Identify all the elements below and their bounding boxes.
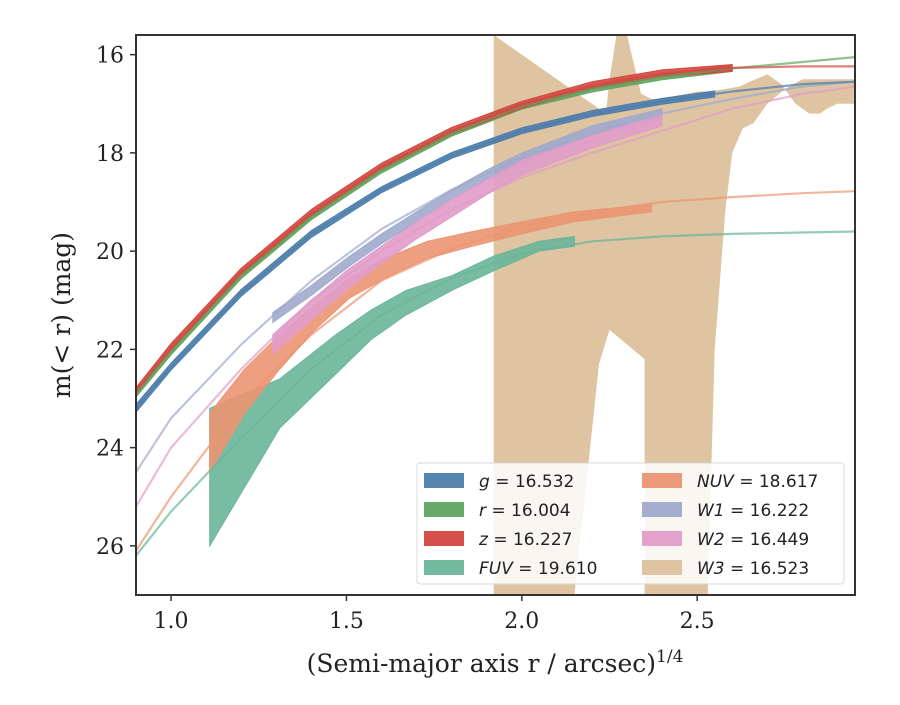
legend-swatch-g — [424, 473, 464, 488]
legend-variable-g: g — [479, 472, 490, 492]
legend-value-z: = 16.227 — [488, 530, 573, 550]
legend-label-w2: W2 = 16.449 — [697, 530, 809, 550]
x-tick-label: 1.0 — [154, 609, 189, 634]
legend-label-r: r = 16.004 — [479, 501, 571, 521]
x-tick-label: 2.5 — [680, 609, 715, 634]
legend-label-w1: W1 = 16.222 — [697, 501, 809, 521]
legend-swatch-w2 — [642, 531, 682, 546]
legend-swatch-z — [424, 531, 464, 546]
legend-value-g: = 16.532 — [490, 472, 575, 492]
legend-swatch-w1 — [642, 502, 682, 517]
y-tick-label: 24 — [96, 437, 124, 462]
legend-value-w1: = 16.222 — [725, 501, 810, 521]
x-axis-title: (Semi-major axis r / arcsec)1/4 — [307, 647, 684, 678]
legend-swatch-fuv — [424, 560, 464, 575]
y-tick-label: 20 — [96, 240, 124, 265]
legend-variable-z: z — [478, 530, 489, 550]
legend-label-w3: W3 = 16.523 — [697, 559, 809, 579]
legend-box — [416, 462, 845, 585]
legend-variable-w2: W2 — [697, 530, 725, 550]
legend-value-w3: = 16.523 — [725, 559, 810, 579]
x-tick-label: 1.5 — [329, 609, 364, 634]
bands-layer — [136, 35, 855, 595]
fit-curve-z — [136, 65, 855, 392]
legend-swatch-w3 — [642, 560, 682, 575]
fit-curve-nuv — [136, 190, 855, 552]
y-axis-title: m(< r) (mag) — [47, 232, 76, 398]
legend-label-fuv: FUV = 19.610 — [479, 559, 597, 579]
band-fuv — [209, 235, 575, 548]
legend-label-g: g = 16.532 — [479, 472, 574, 492]
y-tick-label: 26 — [96, 535, 124, 560]
band-w3 — [493, 35, 855, 595]
fit-curve-w2 — [136, 85, 855, 508]
band-w2 — [272, 112, 663, 356]
fit-curves-layer — [136, 56, 855, 557]
legend-value-nuv: = 18.617 — [734, 472, 819, 492]
legend-label-nuv: NUV = 18.617 — [697, 472, 818, 492]
y-tick-label: 18 — [96, 142, 124, 167]
x-axis-title-text: (Semi-major axis r / arcsec) — [307, 649, 656, 678]
legend-variable-r: r — [479, 501, 487, 521]
fit-curve-fuv — [136, 230, 855, 557]
x-tick-label: 2.0 — [504, 609, 539, 634]
legend-label-z: z = 16.227 — [478, 530, 572, 550]
band-g — [136, 90, 716, 414]
legend-value-r: = 16.004 — [486, 501, 571, 521]
legend-variable-fuv: FUV — [479, 559, 514, 579]
legend-variable-w3: W3 — [697, 559, 725, 579]
fit-curve-w1 — [136, 80, 855, 473]
x-axis-title-superscript: 1/4 — [656, 647, 683, 667]
legend-variable-nuv: NUV — [697, 472, 735, 492]
legend-swatch-r — [424, 502, 464, 517]
legend-value-w2: = 16.449 — [725, 530, 810, 550]
legend-swatch-nuv — [642, 473, 682, 488]
y-tick-label: 16 — [96, 44, 124, 69]
legend-value-fuv: = 19.610 — [513, 559, 598, 579]
y-tick-label: 22 — [96, 338, 124, 363]
legend-variable-w1: W1 — [697, 501, 725, 521]
fit-curve-g — [136, 80, 855, 410]
plot-frame — [135, 34, 856, 596]
ticks-layer: 1.0 1.5 2.0 2.5 16 18 20 22 24 26 — [96, 44, 715, 634]
